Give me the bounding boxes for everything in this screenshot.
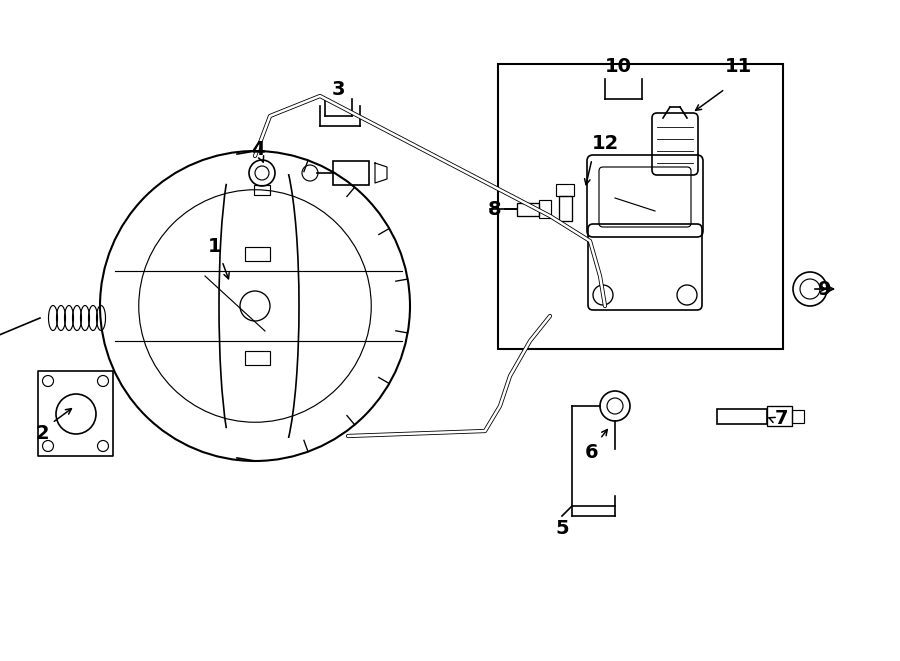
Text: 2: 2 — [35, 424, 49, 442]
Bar — [517, 202, 539, 215]
Text: 12: 12 — [591, 134, 618, 153]
Bar — [717, 408, 767, 424]
Bar — [556, 184, 574, 196]
Bar — [333, 161, 369, 185]
Bar — [539, 200, 551, 218]
Text: 11: 11 — [724, 56, 751, 75]
Text: 10: 10 — [605, 56, 632, 75]
Text: 5: 5 — [555, 520, 569, 539]
Text: 8: 8 — [488, 200, 502, 219]
Bar — [498, 64, 783, 349]
Text: 9: 9 — [818, 280, 832, 299]
Text: 1: 1 — [208, 237, 221, 256]
Text: 4: 4 — [251, 139, 265, 159]
Bar — [245, 247, 270, 261]
Text: 3: 3 — [331, 79, 345, 98]
Bar — [559, 196, 572, 221]
Bar — [792, 410, 804, 422]
Bar — [38, 371, 113, 456]
Bar — [767, 406, 792, 426]
Bar — [254, 185, 270, 195]
Text: 6: 6 — [585, 444, 598, 463]
Text: 7: 7 — [775, 410, 788, 428]
Bar — [245, 351, 270, 365]
